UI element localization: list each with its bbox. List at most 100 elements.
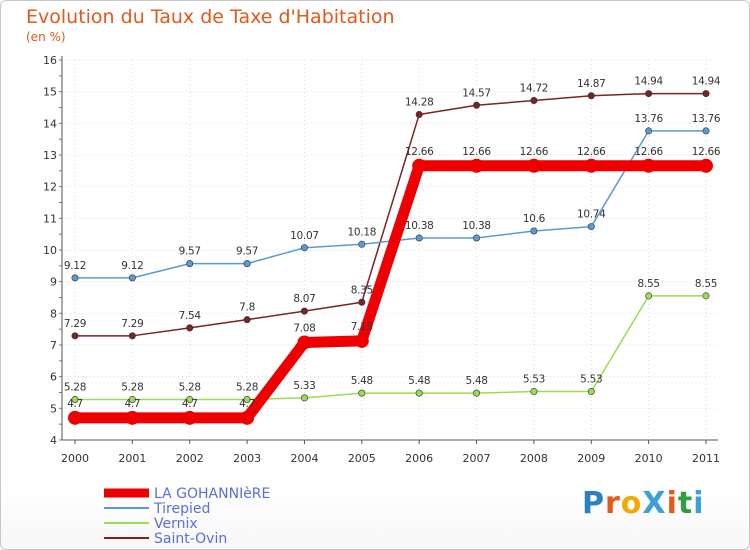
data-point xyxy=(358,389,366,397)
data-label: 9.57 xyxy=(179,246,201,258)
data-point xyxy=(354,333,369,348)
x-tick-label: 2010 xyxy=(635,452,663,465)
data-point xyxy=(297,335,312,350)
data-label: 5.53 xyxy=(523,374,545,386)
data-label: 14.57 xyxy=(462,87,491,99)
y-tick-label: 6 xyxy=(50,371,57,384)
data-label: 5.28 xyxy=(179,381,201,393)
data-point xyxy=(186,395,194,403)
data-point xyxy=(412,158,427,173)
data-label: 4.7 xyxy=(124,398,140,410)
x-tick-label: 2001 xyxy=(118,452,146,465)
data-point xyxy=(300,394,308,402)
data-point xyxy=(645,292,653,300)
data-point xyxy=(473,389,481,397)
data-point xyxy=(530,227,538,235)
data-label: 5.28 xyxy=(236,381,258,393)
data-label: 10.38 xyxy=(462,220,491,232)
y-tick-label: 9 xyxy=(50,276,57,289)
data-point xyxy=(186,260,194,268)
y-tick-label: 12 xyxy=(43,181,57,194)
data-label: 5.48 xyxy=(465,375,487,387)
data-point xyxy=(243,395,251,403)
data-label: 7.13 xyxy=(351,321,373,333)
data-label: 13.76 xyxy=(692,113,721,125)
x-tick-label: 2004 xyxy=(290,452,318,465)
data-label: 12.66 xyxy=(462,146,491,158)
data-label: 4.7 xyxy=(182,398,198,410)
x-tick-label: 2005 xyxy=(348,452,376,465)
data-point xyxy=(415,234,423,242)
data-label: 14.94 xyxy=(634,76,663,88)
data-label: 12.66 xyxy=(520,146,549,158)
data-point xyxy=(243,316,251,324)
legend-label: Vernix xyxy=(154,516,198,532)
data-point xyxy=(473,101,481,109)
data-label: 8.35 xyxy=(351,284,373,296)
proxiti-logo: ProXiti xyxy=(582,486,705,521)
data-point xyxy=(587,223,595,231)
data-point xyxy=(645,90,653,98)
series-line-2 xyxy=(74,295,707,401)
unit-label: (en %) xyxy=(26,30,66,44)
data-point xyxy=(240,410,255,425)
data-label: 10.74 xyxy=(577,209,606,221)
data-label: 9.12 xyxy=(64,260,86,272)
data-label: 7.29 xyxy=(121,318,143,330)
data-point xyxy=(473,234,481,242)
data-label: 14.72 xyxy=(520,83,549,95)
data-label: 5.48 xyxy=(351,375,373,387)
data-label: 14.28 xyxy=(405,96,434,108)
data-label: 5.53 xyxy=(580,374,602,386)
data-point xyxy=(641,158,656,173)
series-line-0 xyxy=(69,160,712,424)
data-label: 7.29 xyxy=(64,318,86,330)
data-point xyxy=(128,395,136,403)
data-point xyxy=(71,395,79,403)
x-tick-label: 2007 xyxy=(463,452,491,465)
data-point xyxy=(128,332,136,340)
data-label: 10.07 xyxy=(290,230,319,242)
data-point xyxy=(186,324,194,332)
data-point xyxy=(415,389,423,397)
data-point xyxy=(645,127,653,135)
y-tick-label: 7 xyxy=(50,339,57,352)
data-label: 7.54 xyxy=(179,310,202,322)
data-label: 7.8 xyxy=(239,302,255,314)
y-tick-label: 15 xyxy=(43,86,57,99)
data-label: 5.48 xyxy=(408,375,430,387)
data-point xyxy=(300,244,308,252)
data-label: 5.28 xyxy=(64,381,86,393)
data-label: 9.12 xyxy=(121,260,143,272)
data-label: 12.66 xyxy=(577,146,606,158)
data-point xyxy=(530,388,538,396)
data-point xyxy=(358,298,366,306)
data-labels: 7.29 7.29 7.54 7.8 8.07 8.35 14.28 14.57 14.72 14… xyxy=(64,76,721,410)
data-label: 10.38 xyxy=(405,220,434,232)
y-tick-label: 11 xyxy=(43,212,57,225)
x-tick-label: 2011 xyxy=(692,452,720,465)
y-tick-label: 5 xyxy=(50,402,57,415)
x-tick-label: 2002 xyxy=(176,452,204,465)
data-point xyxy=(587,388,595,396)
data-point xyxy=(702,292,710,300)
data-point xyxy=(584,158,599,173)
data-label: 12.66 xyxy=(405,146,434,158)
y-tick-label: 13 xyxy=(43,149,57,162)
legend-label: Saint-Ovin xyxy=(154,531,227,547)
data-label: 8.55 xyxy=(695,278,717,290)
data-point xyxy=(125,410,140,425)
series-lines xyxy=(68,90,713,425)
data-point xyxy=(71,332,79,340)
chart-title: Evolution du Taux de Taxe d'Habitation xyxy=(26,6,395,28)
data-point xyxy=(415,110,423,118)
data-point xyxy=(526,158,541,173)
x-tick-label: 2008 xyxy=(520,452,548,465)
data-point xyxy=(128,274,136,282)
data-label: 14.87 xyxy=(577,78,606,90)
legend-label: Tirepied xyxy=(153,501,210,517)
data-label: 10.6 xyxy=(523,213,546,225)
